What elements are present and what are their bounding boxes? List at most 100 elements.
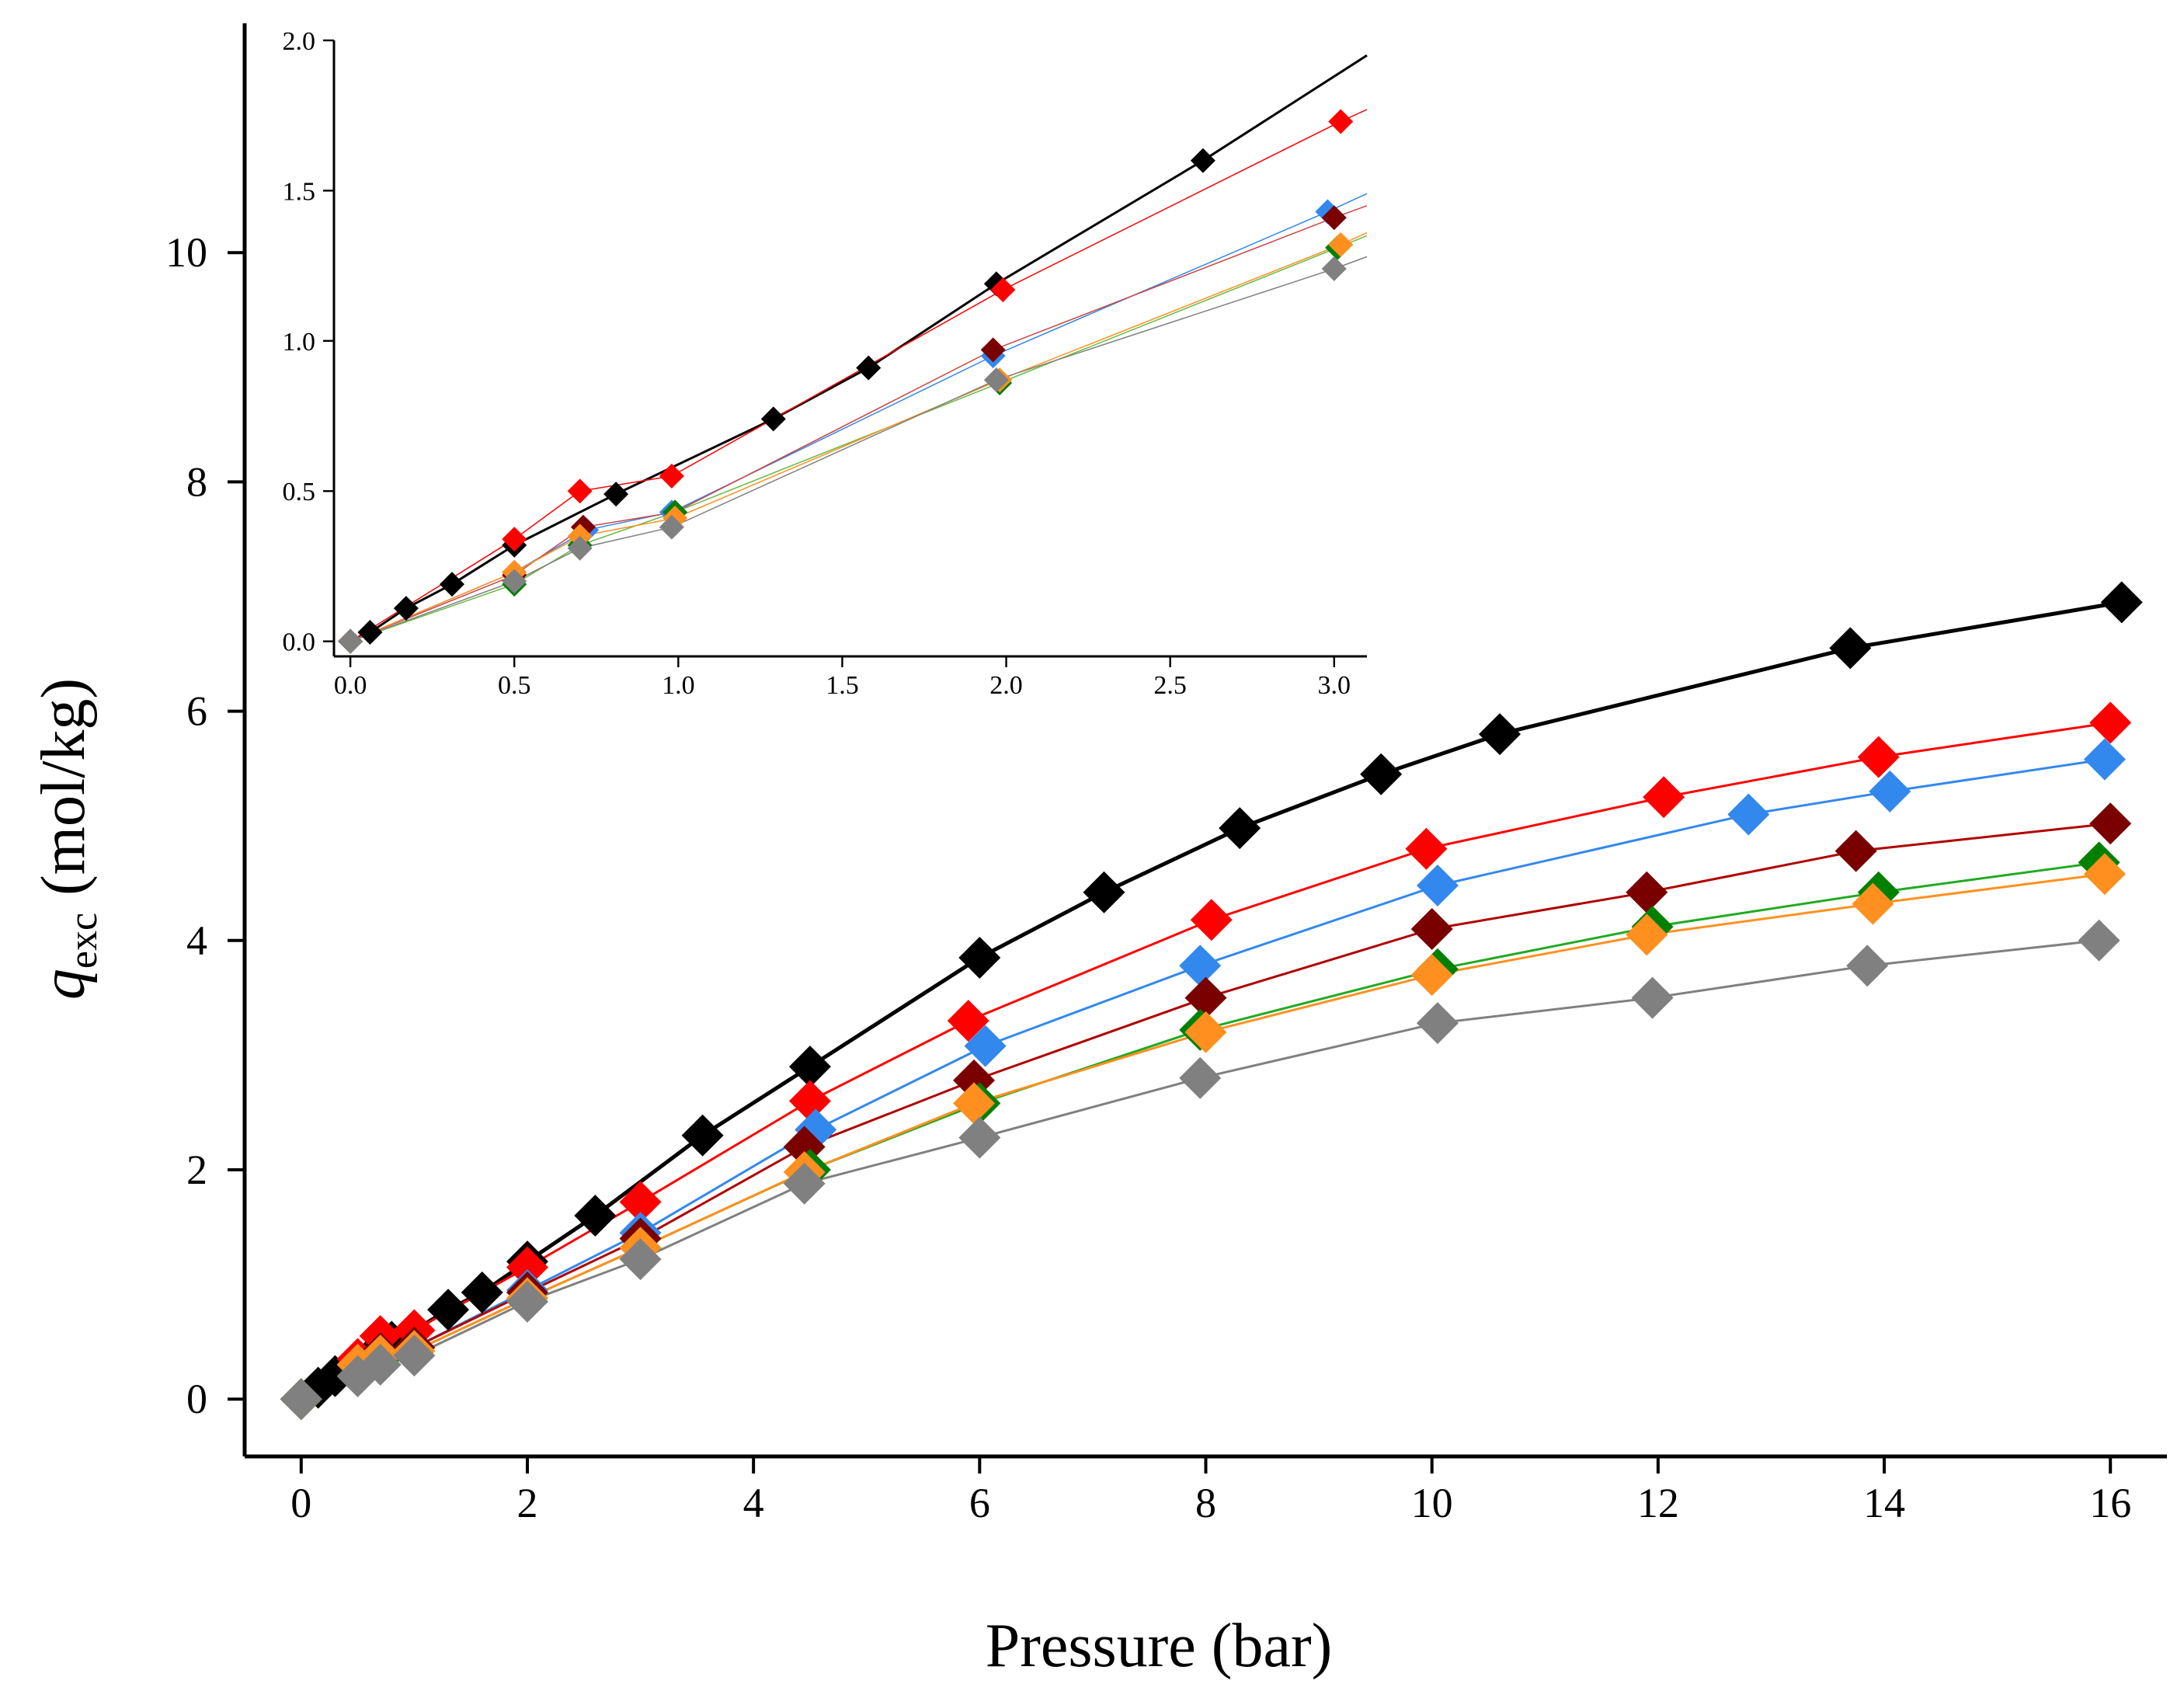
inset-x-tick-label: 3.0 bbox=[1318, 671, 1351, 700]
inset-x-tick-label: 2.0 bbox=[989, 671, 1023, 700]
main-data-point-gray bbox=[393, 1334, 436, 1377]
main-data-point-black bbox=[1829, 627, 1872, 670]
main-y-tick-label: 4 bbox=[186, 917, 207, 964]
main-data-point-red bbox=[506, 1246, 548, 1289]
main-data-point-blue bbox=[2083, 738, 2126, 781]
main-data-point-red bbox=[1643, 776, 1685, 819]
inset-data-point-red bbox=[567, 478, 593, 504]
main-data-point-gray bbox=[619, 1238, 662, 1281]
main-data-point-gray bbox=[1846, 945, 1889, 987]
main-x-tick-label: 16 bbox=[2089, 1480, 2131, 1526]
main-data-point-red bbox=[1405, 827, 1448, 870]
main-data-point-red bbox=[947, 1000, 989, 1042]
y-axis-unit: (mol/kg) bbox=[30, 678, 98, 896]
main-data-point-blue bbox=[1727, 793, 1770, 836]
main-data-point-red bbox=[2089, 701, 2132, 744]
main-data-point-black bbox=[1479, 713, 1521, 756]
inset-plot: 0.0 0.5 1.0 1.5 2.0 2.5 3.0 0.0 0.5 1.0 1.5 2.0 bbox=[283, 27, 1368, 700]
main-x-tick-label: 4 bbox=[743, 1480, 764, 1526]
main-x-tick-label: 14 bbox=[1863, 1480, 1905, 1526]
main-data-point-black bbox=[1083, 871, 1125, 913]
main-data-point-blue bbox=[1179, 945, 1222, 987]
main-data-point-orange bbox=[1852, 882, 1894, 925]
inset-data-point-gray bbox=[502, 569, 527, 594]
main-data-point-darkred bbox=[1834, 830, 1877, 872]
main-data-point-red bbox=[1190, 899, 1233, 941]
inset-data-point-red bbox=[1328, 109, 1354, 134]
y-axis-title: qexc (mol/kg) bbox=[30, 678, 106, 1000]
main-data-point-gray bbox=[958, 1116, 1001, 1159]
inset-data-point-gray bbox=[659, 514, 684, 540]
main-x-tick-label: 6 bbox=[969, 1480, 990, 1526]
inset-x-tick-label: 1.0 bbox=[662, 671, 695, 700]
inset-data-point-red bbox=[502, 527, 527, 552]
inset-series-line-black bbox=[350, 54, 1368, 643]
inset-x-tick-label: 0.0 bbox=[334, 671, 367, 700]
inset-data-point-darkred bbox=[980, 337, 1006, 363]
main-data-point-gray bbox=[1631, 976, 1674, 1019]
inset-data-point-black bbox=[1190, 148, 1215, 173]
main-data-point-orange bbox=[1184, 1011, 1227, 1053]
main-data-point-black bbox=[958, 936, 1001, 979]
main-y-tick-label: 6 bbox=[186, 688, 207, 735]
inset-x-tick-label: 2.5 bbox=[1153, 671, 1187, 700]
main-data-point-darkred bbox=[1184, 976, 1227, 1019]
main-data-point-blue bbox=[964, 1025, 1007, 1067]
main-data-point-orange bbox=[1626, 913, 1668, 956]
main-x-tick-label: 8 bbox=[1195, 1480, 1216, 1526]
main-x-tick-label: 12 bbox=[1637, 1480, 1679, 1526]
main-data-point-darkred bbox=[1626, 871, 1668, 913]
inset-data-point-gray bbox=[338, 628, 363, 654]
main-data-point-orange bbox=[1410, 954, 1453, 997]
inset-y-tick-label: 0.0 bbox=[283, 628, 316, 657]
main-y-tick-label: 8 bbox=[186, 458, 207, 505]
main-data-point-black bbox=[1219, 807, 1261, 850]
main-y-tick-label: 2 bbox=[186, 1146, 207, 1193]
main-data-point-red bbox=[788, 1080, 831, 1122]
y-axis-symbol: q bbox=[30, 969, 98, 1000]
main-data-point-gray bbox=[1179, 1056, 1222, 1099]
main-data-point-gray bbox=[2078, 919, 2120, 962]
inset-data-point-darkred bbox=[1321, 205, 1347, 231]
main-data-point-black bbox=[681, 1114, 724, 1157]
main-data-point-blue bbox=[1869, 770, 1911, 812]
main-x-tick-label: 10 bbox=[1411, 1480, 1453, 1526]
main-x-tick-label: 2 bbox=[516, 1480, 537, 1526]
main-data-point-red bbox=[1857, 736, 1900, 778]
main-data-point-black bbox=[574, 1195, 617, 1237]
main-data-point-gray bbox=[506, 1280, 548, 1323]
inset-data-point-gray bbox=[567, 535, 593, 561]
main-plot: 0 2 4 6 8 10 12 14 16 0 2 4 6 8 10 bbox=[165, 23, 2167, 1526]
main-data-point-gray bbox=[359, 1343, 402, 1386]
main-data-point-black bbox=[1360, 753, 1403, 795]
inset-data-point-red bbox=[659, 463, 684, 489]
inset-y-tick-label: 1.5 bbox=[283, 177, 316, 206]
inset-data-point-black bbox=[393, 596, 419, 621]
inset-data-point-red bbox=[990, 277, 1016, 303]
main-data-point-orange bbox=[953, 1082, 996, 1125]
main-data-point-gray bbox=[280, 1378, 322, 1421]
inset-y-tick-label: 2.0 bbox=[283, 27, 316, 56]
inset-y-tick-label: 1.0 bbox=[283, 328, 316, 357]
inset-data-point-black bbox=[357, 620, 383, 645]
main-data-point-black bbox=[427, 1289, 470, 1331]
main-data-point-orange bbox=[2083, 853, 2126, 896]
main-data-point-darkred bbox=[2089, 802, 2132, 845]
inset-series-line-red bbox=[350, 109, 1368, 642]
main-data-point-blue bbox=[1416, 864, 1459, 906]
x-axis-title: Pressure (bar) bbox=[986, 1612, 1332, 1680]
main-y-tick-label: 0 bbox=[186, 1376, 207, 1422]
main-data-point-gray bbox=[783, 1162, 826, 1205]
main-data-point-black bbox=[788, 1046, 831, 1088]
inset-data-point-black bbox=[440, 572, 464, 597]
main-data-point-black bbox=[461, 1271, 503, 1314]
main-data-point-darkred bbox=[1410, 908, 1453, 951]
y-axis-subscript: exc bbox=[61, 913, 106, 969]
inset-data-point-gray bbox=[1321, 256, 1347, 281]
main-data-point-gray bbox=[1416, 1002, 1459, 1045]
main-series-line-red bbox=[300, 721, 2111, 1401]
inset-data-point-black bbox=[856, 355, 882, 381]
main-y-tick-label: 10 bbox=[165, 229, 207, 276]
main-data-point-red bbox=[619, 1181, 662, 1223]
